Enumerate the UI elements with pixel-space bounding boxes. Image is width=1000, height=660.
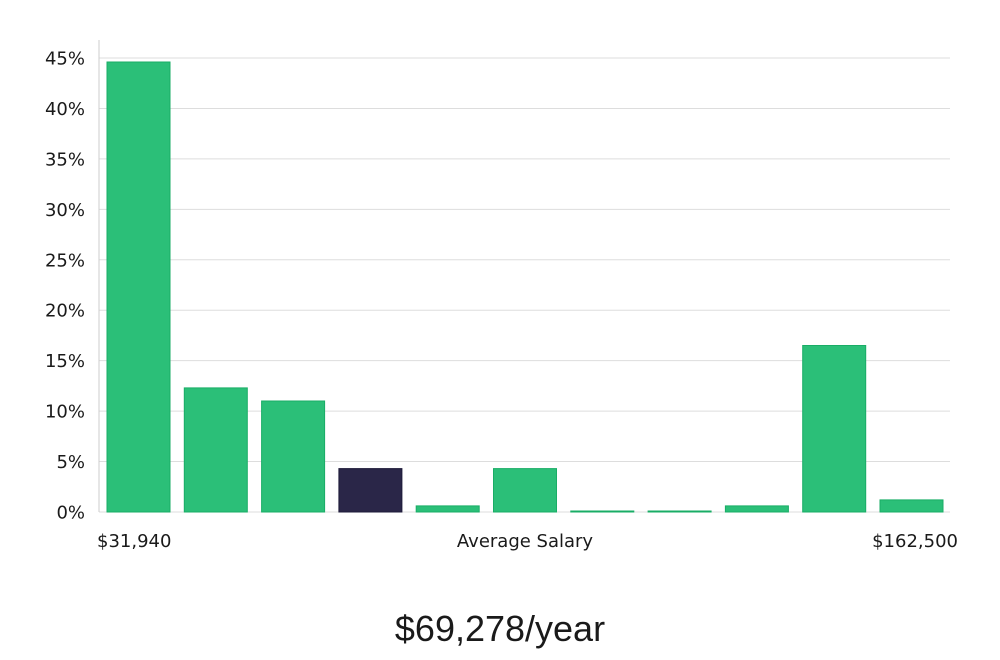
bar bbox=[106, 61, 171, 513]
bar bbox=[802, 345, 867, 513]
bar bbox=[493, 468, 557, 513]
y-tick-label: 20% bbox=[45, 301, 85, 322]
bar bbox=[261, 400, 326, 513]
average-salary-value: $69,278/year bbox=[394, 608, 606, 649]
bar bbox=[415, 505, 480, 513]
y-tick-label: 30% bbox=[45, 200, 85, 221]
x-axis-title: Average Salary bbox=[457, 531, 594, 552]
y-tick-label: 40% bbox=[45, 99, 85, 120]
y-tick-label: 5% bbox=[56, 452, 85, 473]
y-tick-label: 25% bbox=[45, 250, 85, 271]
x-axis-max-label: $162,500 bbox=[872, 531, 958, 552]
y-tick-label: 35% bbox=[45, 149, 85, 170]
x-axis-min-label: $31,940 bbox=[97, 531, 171, 552]
y-axis-tick-labels: 0% 5% 10% 15% 20% 25% 30% 35% 40% 45% bbox=[45, 49, 85, 524]
y-tick-label: 45% bbox=[45, 49, 85, 70]
salary-histogram: 0% 5% 10% 15% 20% 25% 30% 35% 40% 45% $31,940 Ave… bbox=[45, 40, 958, 552]
bar bbox=[183, 387, 248, 513]
bar bbox=[647, 510, 712, 513]
bar bbox=[724, 505, 789, 513]
bars bbox=[106, 61, 944, 513]
y-tick-label: 10% bbox=[45, 402, 85, 423]
bar bbox=[570, 510, 635, 513]
bar-highlighted bbox=[338, 468, 403, 513]
y-tick-label: 0% bbox=[56, 503, 85, 524]
y-tick-label: 15% bbox=[45, 351, 85, 372]
bar bbox=[879, 499, 944, 513]
